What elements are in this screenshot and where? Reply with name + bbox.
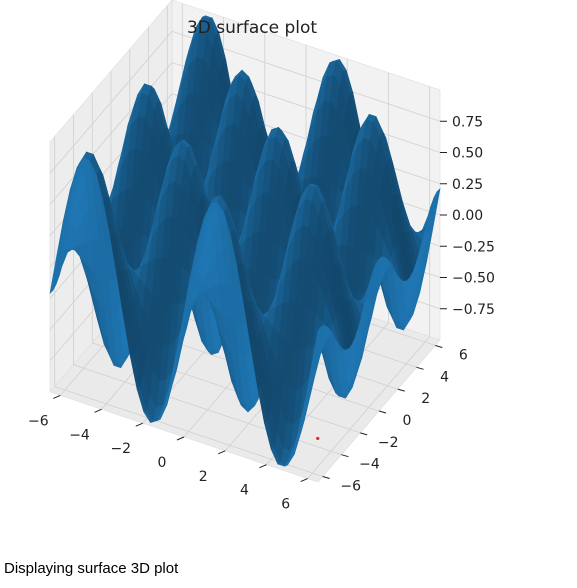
y-tick-label: −2	[378, 435, 399, 451]
x-tick-label: −4	[69, 427, 90, 443]
z-tick-label: 0.50	[452, 146, 483, 162]
axes-ticks: −6−4−20246−6−4−20246−0.75−0.50−0.250.000…	[28, 114, 495, 512]
x-tick-mark	[94, 408, 102, 413]
y-tick-mark	[435, 344, 443, 348]
surface-plot: −6−4−20246−6−4−20246−0.75−0.50−0.250.000…	[28, 0, 495, 513]
x-tick-mark	[135, 422, 143, 427]
z-tick-label: 0.75	[452, 114, 483, 130]
y-tick-label: −6	[340, 479, 361, 495]
y-tick-mark	[416, 366, 424, 370]
gridline-z	[49, 62, 173, 205]
x-tick-mark	[176, 436, 185, 441]
z-tick-label: 0.00	[452, 208, 483, 224]
y-tick-label: 2	[421, 391, 430, 407]
z-tick-label: −0.25	[452, 239, 495, 255]
x-tick-label: 2	[199, 469, 208, 485]
y-tick-label: −4	[359, 457, 380, 473]
x-tick-mark	[259, 464, 267, 469]
plot-title: 3D surface plot	[187, 18, 317, 38]
x-tick-label: 4	[240, 483, 249, 499]
x-tick-label: −6	[28, 413, 49, 429]
y-tick-mark	[341, 454, 349, 458]
surface-facet	[310, 326, 322, 369]
caption-text: Displaying surface 3D plot	[4, 560, 179, 577]
y-tick-label: 6	[459, 347, 468, 363]
surface-mesh	[49, 15, 441, 467]
x-tick-mark	[53, 395, 61, 399]
x-tick-label: 6	[281, 497, 290, 513]
gridline-z	[49, 30, 173, 174]
x-tick-mark	[300, 478, 308, 482]
z-tick-label: −0.75	[452, 302, 495, 318]
z-tick-label: −0.50	[452, 271, 495, 287]
x-tick-label: 0	[158, 455, 167, 471]
marker-point	[316, 436, 320, 441]
y-tick-mark	[378, 410, 387, 414]
y-tick-mark	[397, 388, 405, 392]
y-tick-label: 0	[403, 413, 412, 429]
y-tick-mark	[322, 476, 330, 480]
z-tick-label: 0.25	[452, 177, 483, 193]
x-tick-mark	[218, 450, 226, 455]
y-tick-label: 4	[440, 369, 449, 385]
x-tick-label: −2	[110, 441, 131, 457]
y-tick-mark	[360, 432, 368, 436]
